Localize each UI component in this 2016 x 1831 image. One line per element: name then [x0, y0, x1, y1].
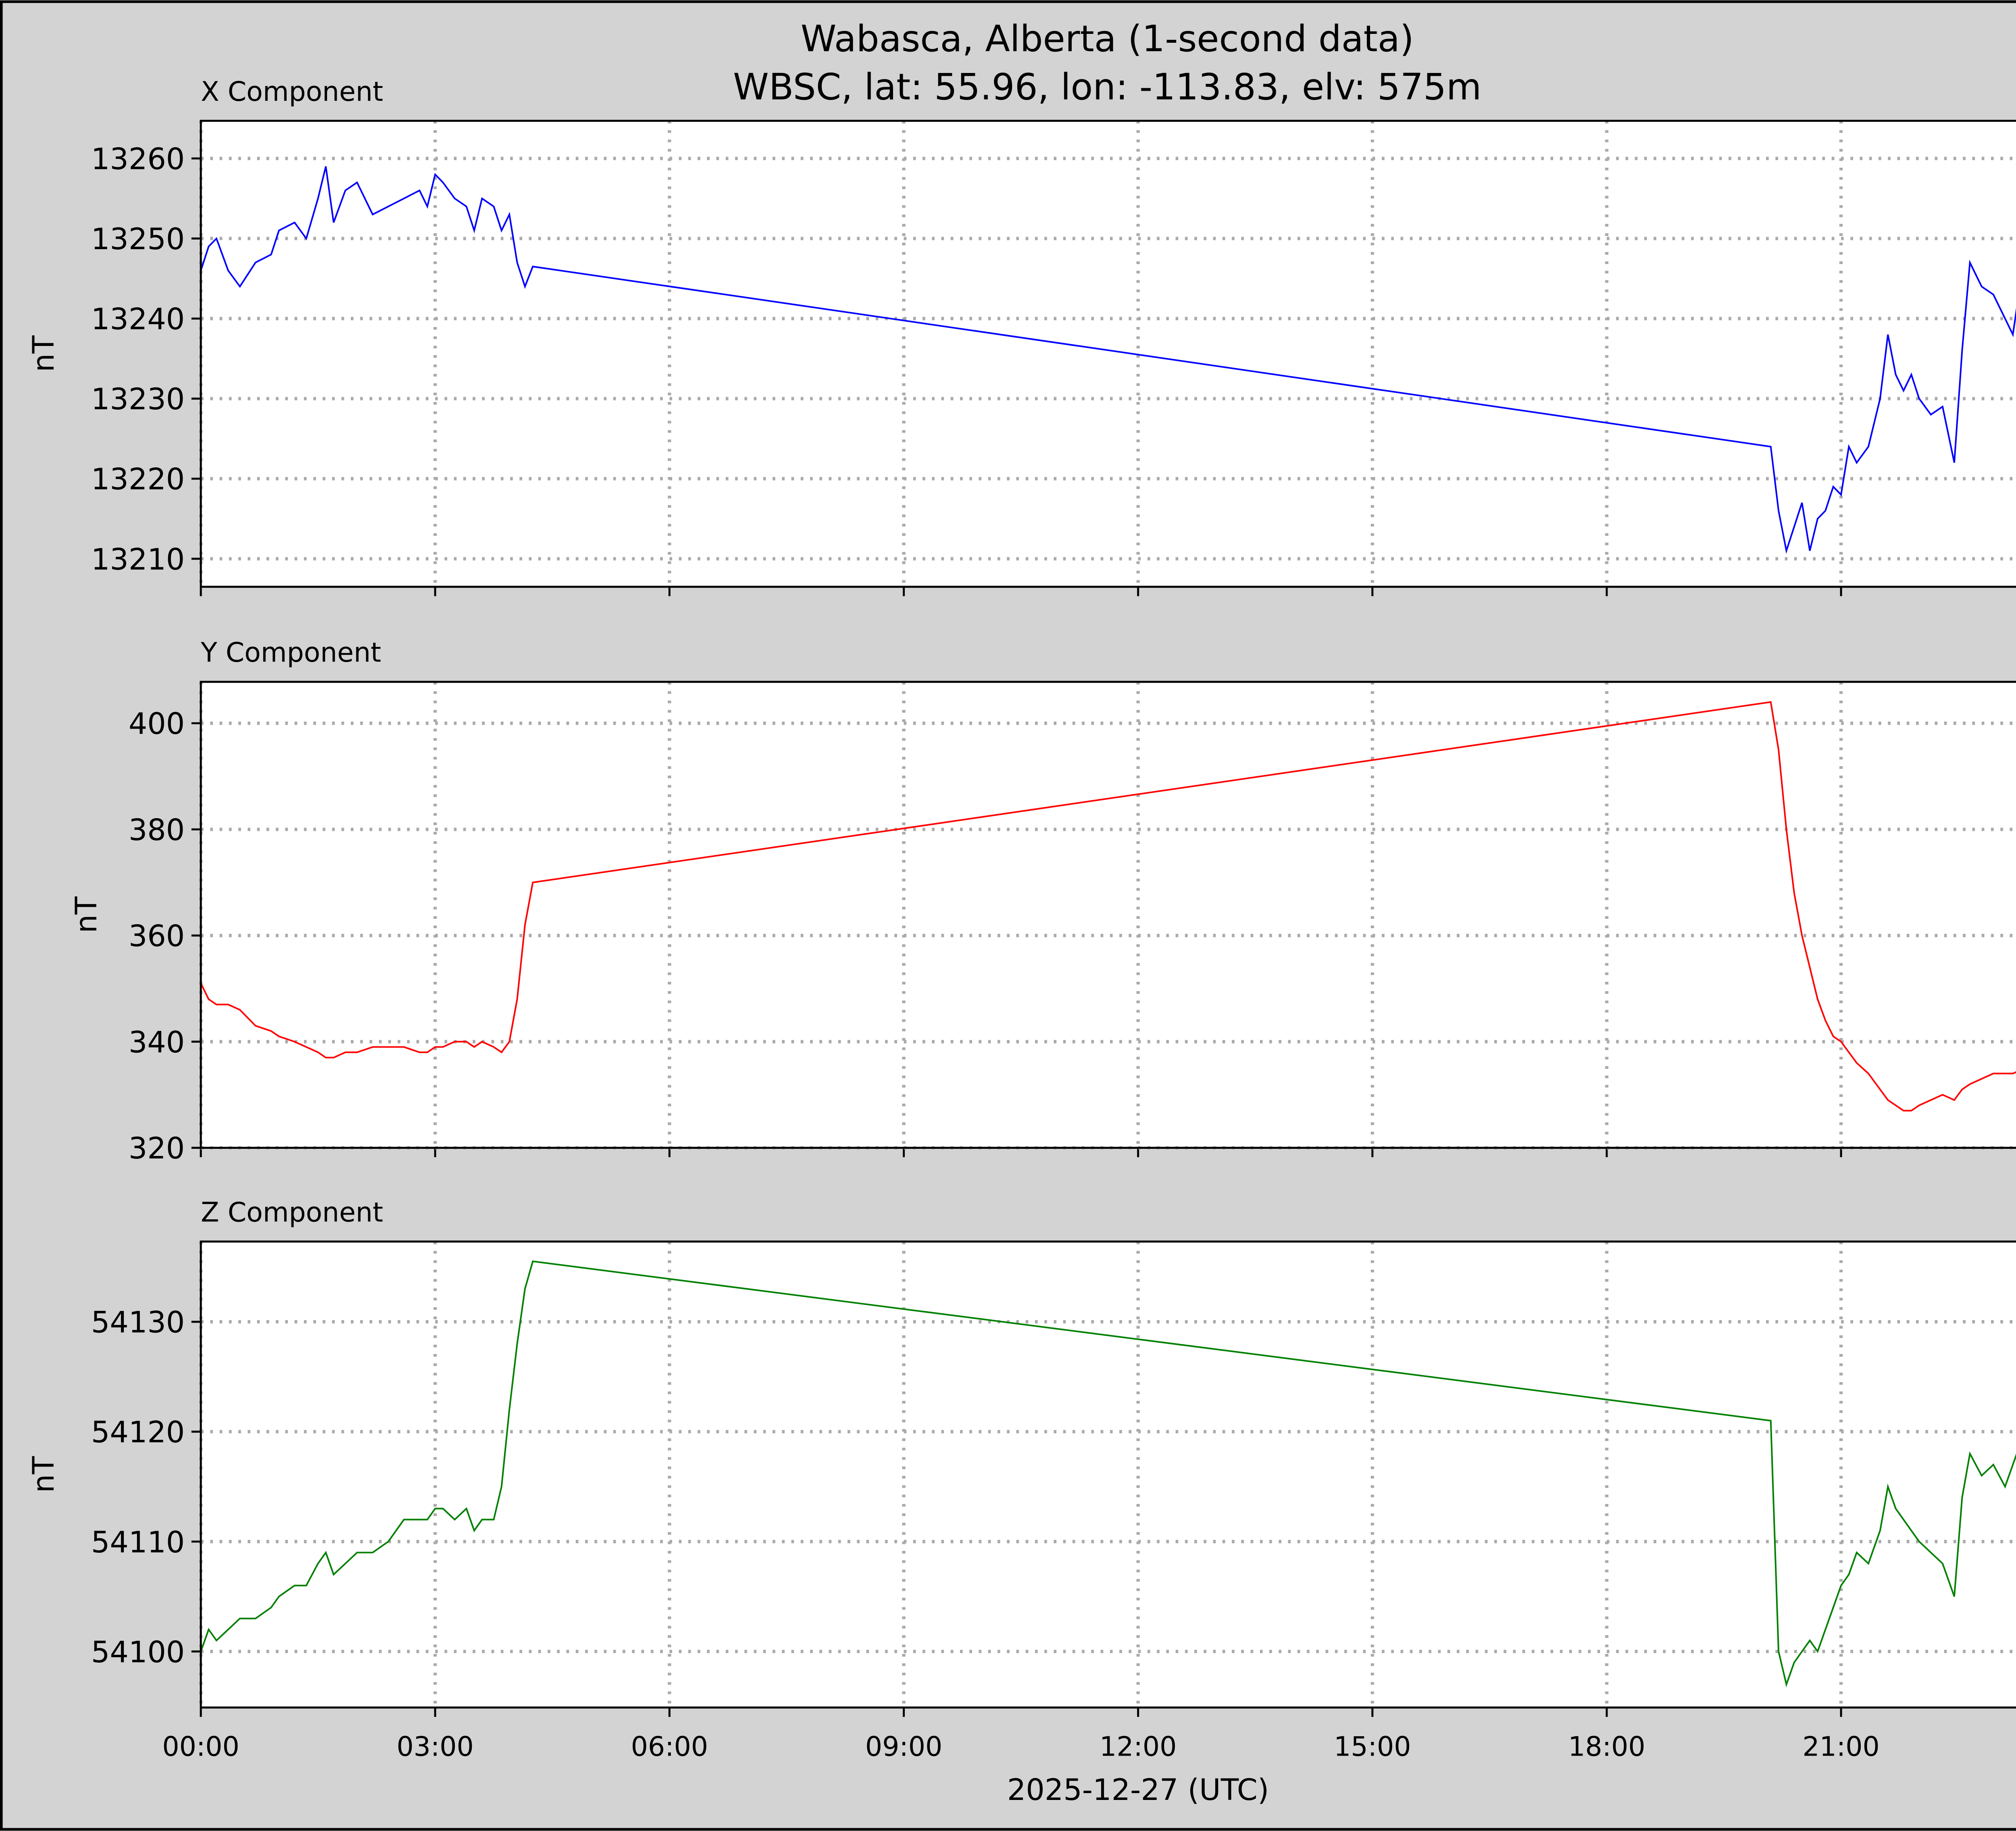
- x-tick-label: 21:00: [1802, 1731, 1879, 1762]
- x-tick-label: 12:00: [1100, 1731, 1177, 1762]
- plot-frame: [200, 1240, 2016, 1709]
- title: Wabasca, Alberta (1-second data): [801, 18, 1414, 60]
- panel-title: Z Component: [201, 1196, 383, 1228]
- x-tick-label: 06:00: [631, 1731, 708, 1762]
- plot-frame: [200, 681, 2016, 1149]
- y-tick-label: 13260: [91, 142, 185, 177]
- panel-title: Y Component: [200, 637, 381, 668]
- y-tick-label: 54110: [91, 1525, 185, 1560]
- plot-area: [201, 121, 2016, 587]
- panel-title: X Component: [201, 76, 383, 107]
- plot-area: [201, 682, 2016, 1148]
- y-tick-label: 13240: [91, 302, 185, 337]
- y-tick-label: 13220: [91, 462, 185, 497]
- y-axis-label: nT: [27, 335, 61, 372]
- y-tick-label: 13210: [91, 542, 185, 577]
- y-axis-label: nT: [69, 896, 104, 933]
- subtitle: WBSC, lat: 55.96, lon: -113.83, elv: 575…: [733, 66, 1481, 108]
- y-tick-label: 13230: [91, 382, 185, 417]
- y-tick-label: 320: [129, 1131, 185, 1166]
- y-tick-label: 54130: [91, 1306, 185, 1340]
- y-tick-label: 340: [129, 1025, 185, 1060]
- x-tick-label: 09:00: [865, 1731, 942, 1762]
- data-line: [200, 1260, 2016, 1687]
- x-tick-label: 00:00: [162, 1731, 239, 1762]
- y-tick-label: 54120: [91, 1415, 185, 1450]
- data-line: [200, 166, 2016, 554]
- y-tick-label: 400: [129, 707, 185, 741]
- y-axis-label: nT: [27, 1456, 61, 1493]
- plot-area: [201, 1241, 2016, 1708]
- y-tick-label: 380: [129, 813, 185, 847]
- y-tick-label: 54100: [91, 1635, 185, 1669]
- y-tick-label: 13250: [91, 222, 185, 256]
- x-tick-label: 18:00: [1568, 1731, 1645, 1762]
- data-line: [200, 701, 2016, 1112]
- plot-frame: [200, 120, 2016, 588]
- x-axis-label: 2025-12-27 (UTC): [1007, 1773, 1269, 1807]
- x-tick-label: 03:00: [397, 1731, 474, 1762]
- x-tick-label: 15:00: [1334, 1731, 1411, 1762]
- y-tick-label: 360: [129, 919, 185, 954]
